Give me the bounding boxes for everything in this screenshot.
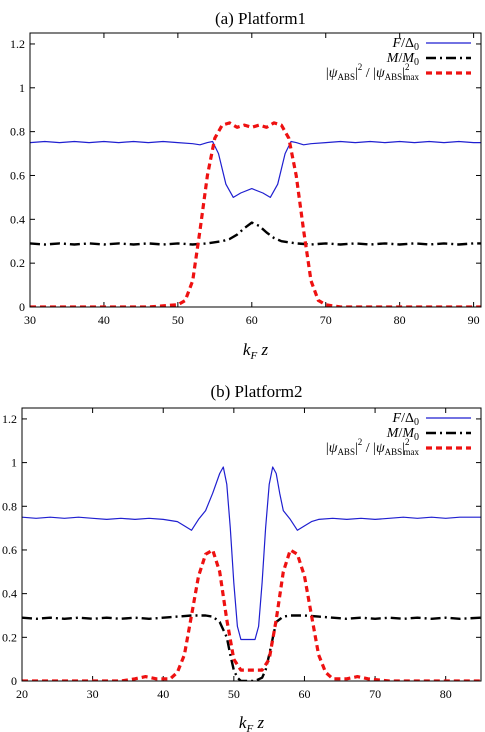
legend-label-1: M/M0 <box>386 51 419 68</box>
x-tick-label: 40 <box>157 687 169 701</box>
legend: F/Δ0M/M0|ψABS|2 / |ψABS|2 max <box>326 411 471 457</box>
series-line-2 <box>30 121 481 307</box>
x-axis-label: kF z <box>243 340 269 362</box>
x-tick-label: 60 <box>246 313 258 327</box>
y-tick-label: 0.6 <box>2 543 17 557</box>
legend-label-0: F/Δ0 <box>392 411 419 428</box>
y-tick-label: 1.2 <box>10 37 25 51</box>
legend-label-2: |ψABS|2 / |ψABS|2 max <box>326 437 420 457</box>
x-tick-label: 70 <box>369 687 381 701</box>
x-tick-label: 30 <box>87 687 99 701</box>
legend-label-1: M/M0 <box>386 426 419 443</box>
chart-panel-a: (a) Platform1 30 40 50 60 70 80 90 0 0.2 0.4 0.6 0.8… <box>10 9 482 362</box>
chart-title: (a) Platform1 <box>215 9 306 28</box>
series-line-1 <box>22 614 481 681</box>
x-tick-label: 80 <box>394 313 406 327</box>
x-tick-label: 60 <box>298 687 310 701</box>
y-tick-label: 0.8 <box>10 125 25 139</box>
x-tick-label: 90 <box>468 313 480 327</box>
x-tick-label: 20 <box>16 687 28 701</box>
plot-frame <box>21 407 482 682</box>
series-group <box>30 121 481 307</box>
x-tick-label: 40 <box>98 313 110 327</box>
legend-label-2: |ψABS|2 / |ψABS|2 max <box>326 62 420 82</box>
chart-title: (b) Platform2 <box>210 382 302 401</box>
x-tick-label: 50 <box>228 687 240 701</box>
y-tick-label: 1 <box>11 456 17 470</box>
chart-panel-b: (b) Platform2 20 30 40 50 60 70 80 0 0.2 0.4 0.6 0.8… <box>2 382 482 732</box>
legend: F/Δ0M/M0|ψABS|2 / |ψABS|2 max <box>326 36 471 82</box>
legend-label-0: F/Δ0 <box>392 36 419 53</box>
y-tick-label: 0.6 <box>10 168 25 182</box>
series-group <box>22 466 481 681</box>
x-tick-label: 70 <box>320 313 332 327</box>
y-tick-label: 0.8 <box>2 499 17 513</box>
x-tick-label: 80 <box>440 687 452 701</box>
series-line-2 <box>22 548 481 681</box>
y-tick-label: 0 <box>19 300 25 314</box>
y-tick-label: 1.2 <box>2 412 17 426</box>
x-tick-label: 30 <box>24 313 36 327</box>
axis-ticks: 30 40 50 60 70 80 90 0 0.2 0.4 0.6 0.8 1 1.2 <box>10 33 481 327</box>
y-tick-label: 0.2 <box>10 256 25 270</box>
y-tick-label: 1 <box>19 81 25 95</box>
series-line-0 <box>22 466 481 641</box>
plot-frame <box>29 32 482 308</box>
series-line-1 <box>30 221 481 246</box>
y-tick-label: 0.4 <box>10 212 25 226</box>
y-tick-label: 0 <box>11 674 17 688</box>
axis-ticks: 20 30 40 50 60 70 80 0 0.2 0.4 0.6 0.8 1 1.2 <box>2 408 481 701</box>
x-axis-label: kF z <box>239 713 265 732</box>
y-tick-label: 0.2 <box>2 630 17 644</box>
y-tick-label: 0.4 <box>2 587 17 601</box>
x-tick-label: 50 <box>172 313 184 327</box>
series-line-0 <box>30 140 481 198</box>
